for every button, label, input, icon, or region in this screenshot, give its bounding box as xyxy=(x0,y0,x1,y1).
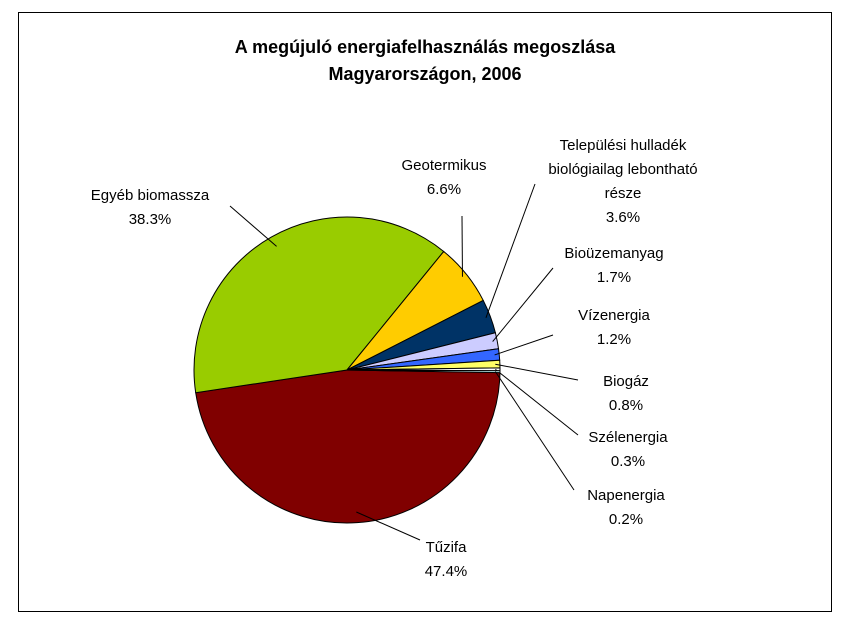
data-label-name: Vízenergia xyxy=(578,307,650,324)
data-label-name: Tűzifa xyxy=(425,539,467,556)
data-label-value: 38.3% xyxy=(128,211,172,228)
pie-slice xyxy=(195,369,501,524)
leader-line xyxy=(485,183,536,319)
data-label-value: 0.8% xyxy=(608,397,644,414)
leader-line xyxy=(492,267,554,342)
data-label-name: Települési hulladék biológiailag lebonth… xyxy=(548,137,698,202)
data-label-value: 6.6% xyxy=(426,181,462,198)
leader-line xyxy=(494,371,575,491)
pie-slice xyxy=(193,216,445,394)
chart-title: A megújuló energiafelhasználás megoszlás… xyxy=(234,37,616,84)
leader-line xyxy=(229,205,277,247)
data-label-name: Egyéb biomassza xyxy=(90,187,210,204)
data-label-name: Bioüzemanyag xyxy=(564,245,664,262)
data-label-value: 47.4% xyxy=(424,563,468,580)
leader-line xyxy=(494,334,554,356)
pie-slice xyxy=(346,369,501,374)
data-label-value: 0.2% xyxy=(608,511,644,528)
data-label-value: 0.3% xyxy=(610,453,646,470)
data-label-name: Geotermikus xyxy=(401,157,487,174)
leader-line xyxy=(495,368,579,436)
leader-line xyxy=(356,511,421,541)
leader-line xyxy=(495,363,579,381)
data-label-value: 3.6% xyxy=(605,209,641,226)
data-label-name: Napenergia xyxy=(587,487,665,504)
data-label-value: 1.2% xyxy=(596,331,632,348)
data-label-name: Szélenergia xyxy=(588,429,668,446)
data-label-name: Biogáz xyxy=(603,373,649,390)
data-label-value: 1.7% xyxy=(596,269,632,286)
